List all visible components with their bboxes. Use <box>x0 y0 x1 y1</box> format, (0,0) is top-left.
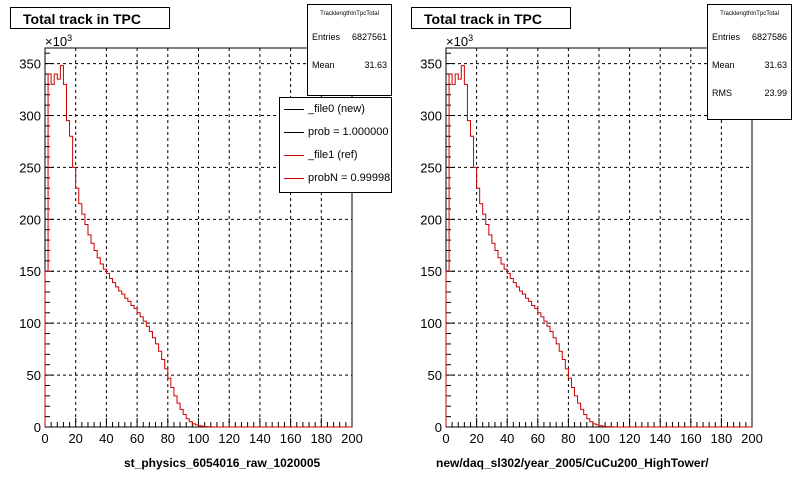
left-x-tick-label: 140 <box>249 431 271 446</box>
right-histogram-series-0 <box>445 65 752 428</box>
right-x-tick-label: 60 <box>531 431 545 446</box>
left-histogram-series-0 <box>44 65 352 428</box>
legend-entry-file1: _file1 (ref) <box>280 144 391 167</box>
left-y-multiplier: ×103 <box>45 33 72 49</box>
right-x-tick-label: 120 <box>619 431 641 446</box>
left-y-tick-label: 300 <box>19 108 41 123</box>
left-y-tick-label: 250 <box>19 160 41 175</box>
left-y-tick-label: 150 <box>19 264 41 279</box>
legend-line-file0 <box>284 109 304 110</box>
left-x-tick-label: 0 <box>41 431 48 446</box>
left-stats-title: TracklengthInTpcTotal <box>320 11 379 17</box>
left-x-tick-label: 80 <box>161 431 175 446</box>
legend-entry-probn: probN = 0.999985 <box>280 167 391 190</box>
right-x-tick-label: 40 <box>500 431 514 446</box>
right-stats-box: TracklengthInTpcTotal Entries 6827586 Mea… <box>707 4 792 120</box>
right-x-tick-label: 100 <box>588 431 610 446</box>
left-y-tick-label: 350 <box>19 57 41 72</box>
right-y-tick-label: 350 <box>420 57 442 72</box>
left-y-tick-label: 0 <box>34 420 41 435</box>
right-y-tick-label: 250 <box>420 160 442 175</box>
right-x-tick-label: 160 <box>680 431 702 446</box>
right-plot-title: Total track in TPC <box>411 7 571 29</box>
right-stats-entries: Entries 6827586 <box>712 32 787 42</box>
right-x-tick-label: 180 <box>711 431 733 446</box>
right-y-tick-label: 100 <box>420 316 442 331</box>
right-x-axis-label: new/daq_sl302/year_2005/CuCu200_HighTowe… <box>436 456 709 470</box>
right-x-tick-label: 140 <box>649 431 671 446</box>
right-y-multiplier: ×103 <box>446 33 473 49</box>
left-x-tick-label: 160 <box>280 431 302 446</box>
right-y-tick-label: 200 <box>420 212 442 227</box>
legend-entry-prob: prob = 1.000000 <box>280 121 391 144</box>
left-stats-entries: Entries 6827561 <box>312 32 387 42</box>
legend-line-prob <box>284 132 304 133</box>
left-y-tick-label: 50 <box>27 368 41 383</box>
left-stats-box: TracklengthInTpcTotal Entries 6827561 Mea… <box>307 4 392 96</box>
left-plot-title: Total track in TPC <box>10 7 170 29</box>
left-legend: _file0 (new) prob = 1.000000 _file1 (ref… <box>279 97 392 193</box>
right-stats-mean: Mean 31.63 <box>712 60 787 70</box>
right-stats-title: TracklengthInTpcTotal <box>720 11 779 17</box>
left-x-tick-label: 180 <box>310 431 332 446</box>
legend-line-file1 <box>284 155 304 156</box>
left-y-tick-label: 200 <box>19 212 41 227</box>
right-y-tick-label: 50 <box>428 368 442 383</box>
left-x-axis-label: st_physics_6054016_raw_1020005 <box>124 456 321 470</box>
legend-entry-file0: _file0 (new) <box>280 98 391 121</box>
right-y-tick-label: 300 <box>420 108 442 123</box>
left-x-tick-label: 120 <box>218 431 240 446</box>
right-plot-title-text: Total track in TPC <box>424 11 542 27</box>
left-x-tick-label: 60 <box>130 431 144 446</box>
left-x-tick-label: 200 <box>341 431 363 446</box>
left-plot-title-text: Total track in TPC <box>23 11 141 27</box>
left-y-tick-label: 100 <box>19 316 41 331</box>
left-x-tick-label: 100 <box>188 431 210 446</box>
legend-line-probn <box>284 178 304 179</box>
right-y-tick-label: 150 <box>420 264 442 279</box>
right-x-tick-label: 80 <box>561 431 575 446</box>
right-x-tick-label: 20 <box>469 431 483 446</box>
right-x-tick-label: 0 <box>442 431 449 446</box>
left-x-tick-label: 20 <box>68 431 82 446</box>
right-x-tick-label: 200 <box>741 431 763 446</box>
left-x-tick-label: 40 <box>99 431 113 446</box>
left-stats-mean: Mean 31.63 <box>312 60 387 70</box>
right-stats-rms: RMS 23.99 <box>712 88 787 98</box>
right-y-tick-label: 0 <box>435 420 442 435</box>
